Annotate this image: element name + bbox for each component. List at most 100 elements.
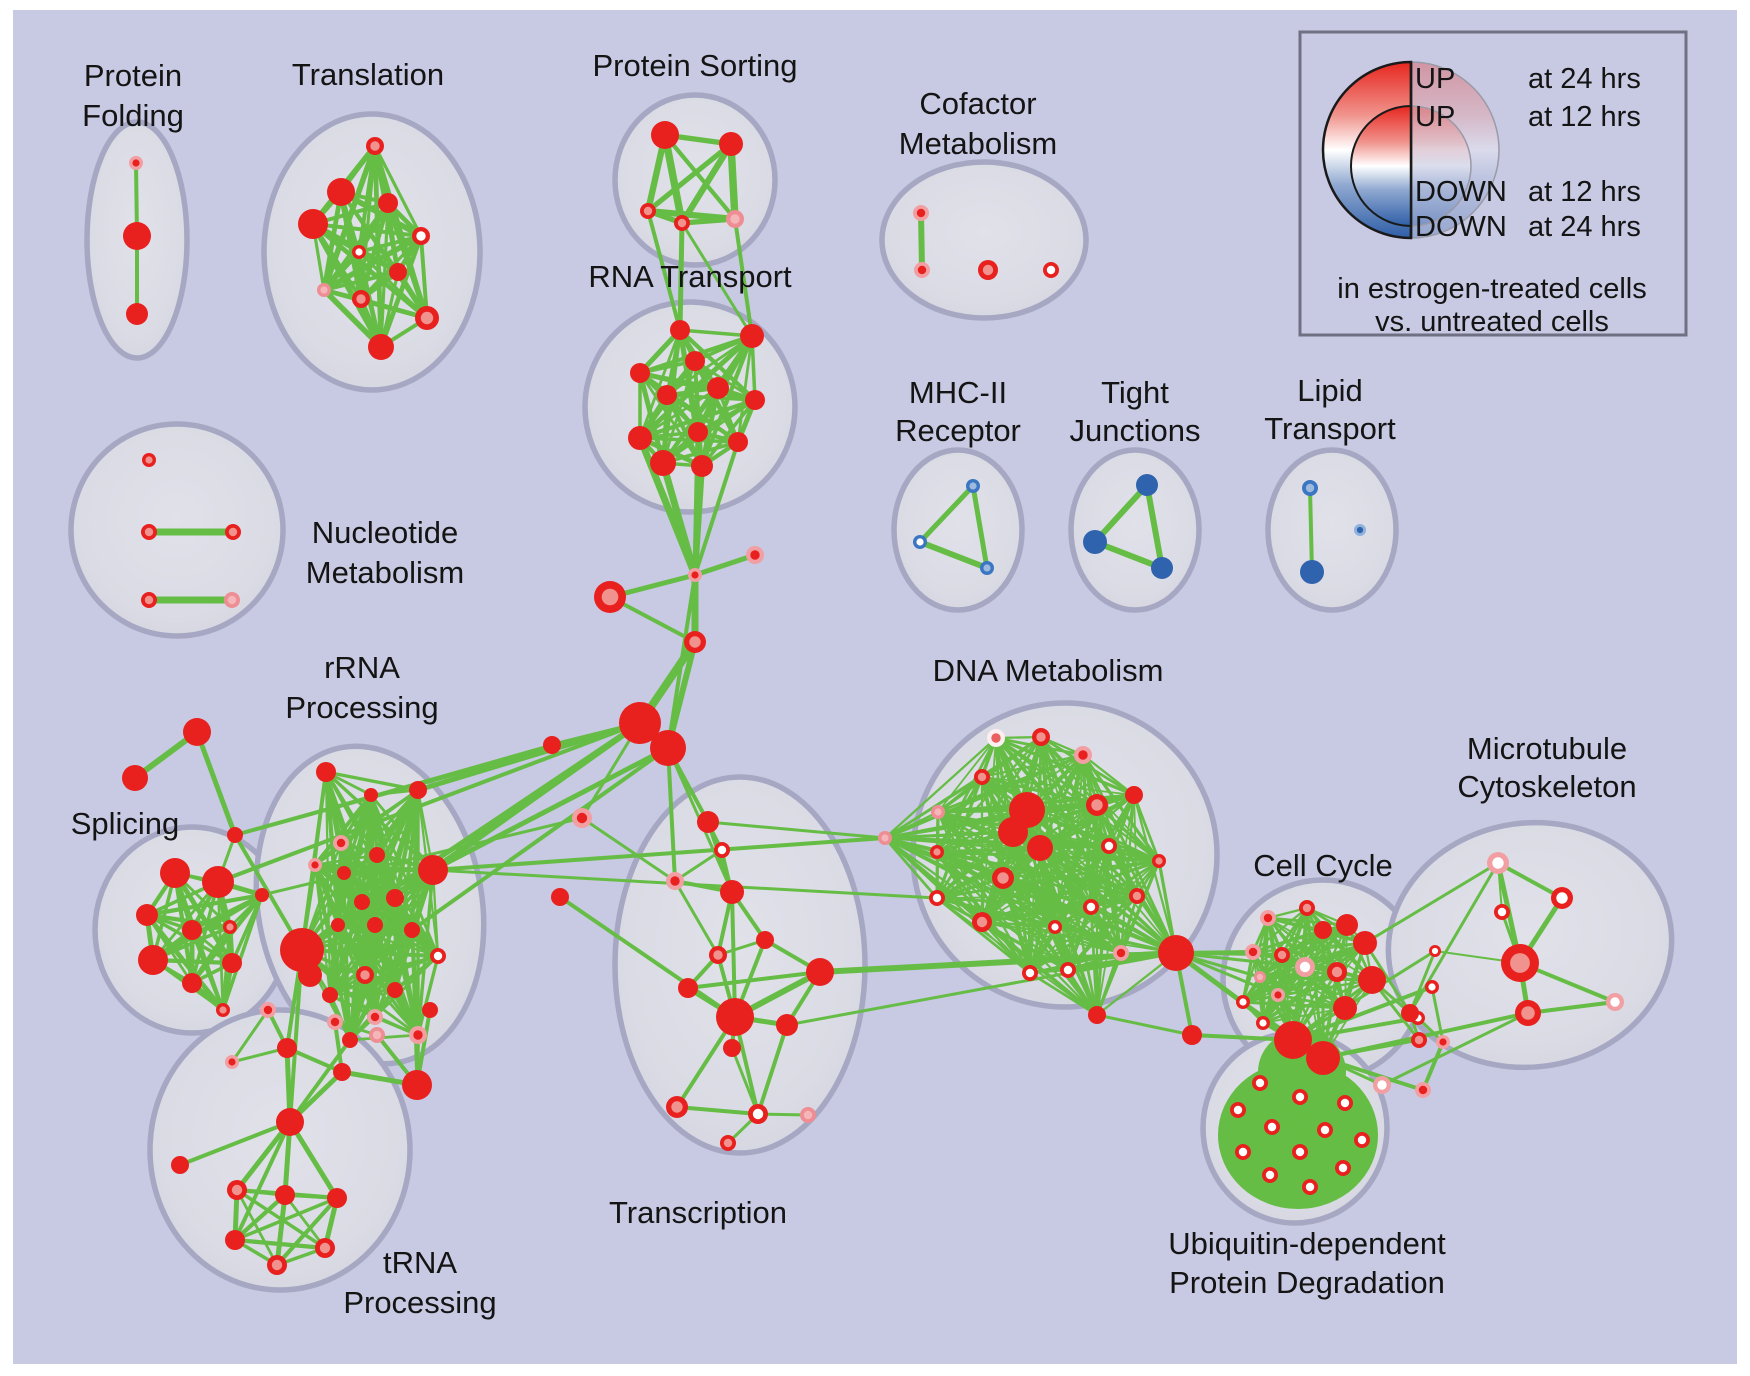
edge <box>348 929 414 1041</box>
edge <box>679 142 734 225</box>
gene-node <box>1271 988 1285 1002</box>
gene-node <box>386 889 404 907</box>
edge <box>756 1024 789 1115</box>
edge <box>1025 809 1032 974</box>
cluster-label-protein-sorting: Protein Sorting <box>592 48 797 83</box>
edge <box>981 921 1122 954</box>
gene-node-inner-core <box>416 231 426 241</box>
gene-node-outer-ring <box>806 958 834 986</box>
gene-node <box>714 842 730 858</box>
cluster-label-lipid-transport: Lipid Transport <box>1264 373 1396 446</box>
edge <box>146 892 263 918</box>
gene-node <box>670 320 690 340</box>
gene-node <box>572 808 592 828</box>
cluster-label-translation: Translation <box>292 57 444 92</box>
gene-node-inner-core <box>1086 902 1096 912</box>
gene-node <box>551 888 569 906</box>
gene-node <box>1152 854 1166 868</box>
gene-node-outer-ring <box>387 982 403 998</box>
gene-node <box>275 1185 295 1205</box>
edge <box>694 552 756 578</box>
edge <box>884 837 1031 974</box>
edge <box>673 880 720 956</box>
edge <box>609 595 696 644</box>
gene-node-inner-core <box>576 812 588 824</box>
gene-node-inner-core <box>271 1259 283 1271</box>
gene-node <box>1494 904 1510 920</box>
gene-node <box>657 385 677 405</box>
gene-node <box>1354 524 1366 536</box>
gene-node-inner-core <box>1377 1080 1387 1090</box>
gene-node-inner-core <box>263 1005 273 1015</box>
gene-node <box>1501 944 1539 982</box>
gene-node-inner-core <box>1116 948 1126 958</box>
gene-node <box>141 524 157 540</box>
edge <box>700 398 757 468</box>
gene-node-inner-core <box>1238 1147 1248 1157</box>
gene-node <box>337 866 351 880</box>
gene-node-outer-ring <box>716 998 754 1036</box>
gene-node <box>1158 935 1194 971</box>
gene-node <box>227 827 243 843</box>
gene-node-outer-ring <box>1136 474 1158 496</box>
gene-node-inner-core <box>1305 1182 1315 1192</box>
gene-node <box>707 377 729 399</box>
gene-node-outer-ring <box>182 920 202 940</box>
gene-node-inner-core <box>1277 950 1287 960</box>
gene-node-inner-core <box>319 1242 331 1254</box>
gene-node-outer-ring <box>776 1014 798 1036</box>
edge <box>1108 844 1160 863</box>
gene-node-outer-ring <box>697 811 719 833</box>
gene-node <box>1415 1082 1431 1098</box>
gene-node-inner-core <box>1305 483 1315 493</box>
gene-node <box>122 765 148 791</box>
gene-node <box>666 1096 688 1118</box>
gene-node-inner-core <box>360 970 370 980</box>
edge <box>936 895 1138 899</box>
gene-node-outer-ring <box>418 855 448 885</box>
gene-node-inner-core <box>1418 1085 1428 1095</box>
edge <box>300 720 642 953</box>
gene-node-inner-core <box>1414 1035 1424 1045</box>
edge <box>417 720 641 793</box>
gene-node <box>1252 1075 1268 1091</box>
gene-node <box>684 631 706 653</box>
gene-node-inner-core <box>916 208 926 218</box>
gene-node <box>322 987 338 1003</box>
legend-footer-line-0: in estrogen-treated cells <box>1337 273 1647 305</box>
edge <box>322 250 361 292</box>
gene-node-inner-core <box>1265 1170 1275 1180</box>
edge <box>676 1105 759 1116</box>
gene-node-outer-ring <box>728 432 748 452</box>
gene-node <box>142 453 156 467</box>
edge <box>1242 1129 1326 1153</box>
gene-node-outer-ring <box>404 922 420 938</box>
gene-node <box>1262 1167 1278 1183</box>
cluster-label-transcription: Transcription <box>609 1195 787 1230</box>
gene-node <box>1060 962 1076 978</box>
edge <box>1259 928 1324 979</box>
edge <box>1381 1011 1529 1087</box>
edge <box>1308 487 1314 573</box>
edge <box>1271 1102 1346 1128</box>
gene-node <box>619 702 661 744</box>
edge <box>1252 907 1308 953</box>
edge <box>707 820 886 840</box>
gene-node <box>697 811 719 833</box>
gene-node-outer-ring <box>1027 835 1053 861</box>
gene-node <box>369 847 385 863</box>
gene-node-outer-ring <box>1358 966 1386 994</box>
gene-node <box>160 858 190 888</box>
gene-node <box>277 1038 297 1058</box>
gene-node-inner-core <box>1439 1038 1447 1046</box>
gene-node <box>1129 888 1145 904</box>
gene-node-outer-ring <box>277 1038 297 1058</box>
gene-node-outer-ring <box>1300 560 1324 584</box>
cluster-label-dna-metabolism: DNA Metabolism <box>933 653 1164 688</box>
gene-node <box>709 946 727 964</box>
gene-node <box>1043 262 1059 278</box>
edge <box>151 892 264 963</box>
gene-node-inner-core <box>671 1101 683 1113</box>
gene-node <box>222 953 242 973</box>
gene-node-outer-ring <box>171 1156 189 1174</box>
